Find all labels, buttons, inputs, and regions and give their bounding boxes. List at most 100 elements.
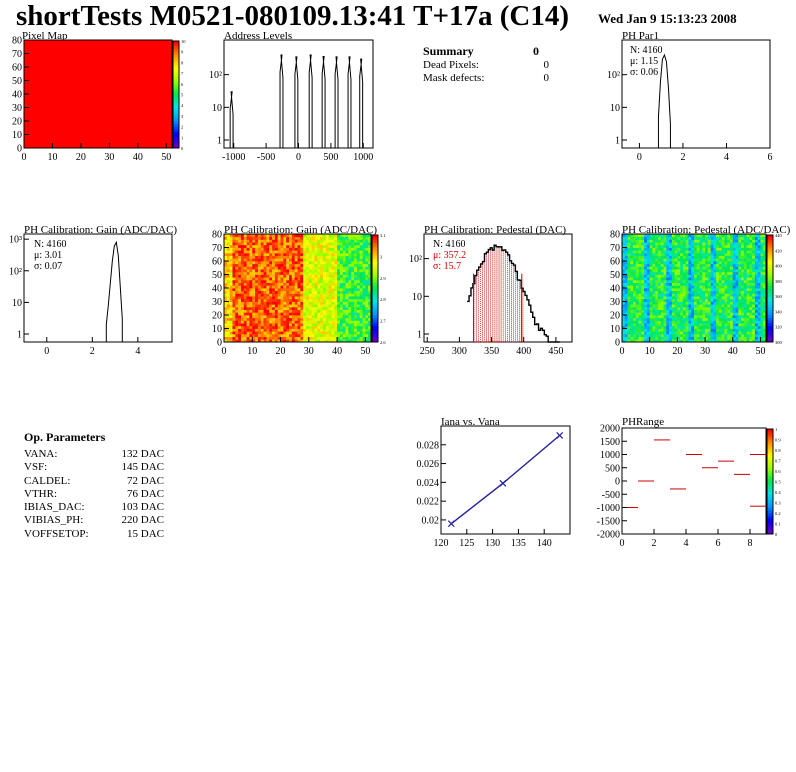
gain2d-cell xyxy=(272,271,276,275)
gain2d-cell xyxy=(334,255,338,259)
gain2d-cell xyxy=(257,312,262,316)
pedestal2d-cell xyxy=(741,290,745,294)
pedestal2d-cell xyxy=(743,320,748,324)
pedestal2d-cell xyxy=(730,239,734,243)
pedestal2d-cell xyxy=(741,244,745,248)
gain2d-cell xyxy=(269,279,273,283)
pedestal2d-cell xyxy=(669,315,673,319)
pedestal2d-cell xyxy=(669,312,673,316)
gain2d-cell xyxy=(303,263,307,267)
gain2d-cell xyxy=(232,304,236,308)
gain2d-cell xyxy=(311,306,315,310)
gain2d-cell xyxy=(348,323,352,327)
gain2d-cell xyxy=(263,317,267,321)
gain2d-cell xyxy=(274,263,279,267)
pedestal2d-cell xyxy=(696,242,700,246)
pedestal2d-cell xyxy=(671,317,676,321)
pedestal2d-colorbar-swatch xyxy=(767,237,773,241)
pedestal2d-cell xyxy=(633,288,637,292)
gain2d-cell xyxy=(308,331,313,335)
gain2d-cell xyxy=(255,258,259,262)
gain2d-cell xyxy=(224,336,228,340)
gain2d-cell xyxy=(351,298,355,302)
pedestal2d-cell xyxy=(746,315,750,319)
gain2d-cell xyxy=(305,271,310,275)
pedestal2d-cell xyxy=(707,328,712,332)
pedestal2d-cell xyxy=(716,293,720,297)
pedestal2d-cell xyxy=(646,234,651,238)
gain2d-cell xyxy=(235,244,239,248)
pedestal2d-cell xyxy=(694,252,698,256)
pedestal2d-cell xyxy=(705,288,709,292)
pedestal2d-cell xyxy=(630,290,634,294)
gain2d-cell xyxy=(359,339,363,343)
pedestal2d-cell xyxy=(630,285,634,289)
gain2d-cell xyxy=(277,323,281,327)
pedestal2d-cell xyxy=(702,234,706,238)
gain2d-cell xyxy=(246,234,250,238)
gain2d-cell xyxy=(300,301,304,305)
pedestal2d-cell xyxy=(669,250,673,254)
pedestal2d-cell xyxy=(685,247,689,251)
pedestal2d-cell xyxy=(724,247,728,251)
gain2d-cell xyxy=(235,296,239,300)
pedestal2d-cell xyxy=(646,301,651,305)
pedestal2d-cell xyxy=(732,309,736,313)
gain2d-cell xyxy=(297,315,301,319)
pedestal2d-cell xyxy=(680,306,684,310)
gain2d-cell xyxy=(342,239,346,243)
gain2d-cell xyxy=(314,244,318,248)
pedestal2d-cell xyxy=(694,285,698,289)
gain2d-cell xyxy=(238,306,242,310)
gain2d-cell xyxy=(226,282,231,286)
gain2d-cell xyxy=(240,296,245,300)
gain2d-cell xyxy=(232,234,236,238)
gain2d-cell xyxy=(325,323,329,327)
gain2d-cell xyxy=(260,288,264,292)
pedestal2d-cell xyxy=(677,274,681,278)
pedestal2d-cell xyxy=(710,290,714,294)
pedestal2d-cell xyxy=(763,325,767,329)
gain2d-cell xyxy=(348,261,352,265)
gain2d-cell xyxy=(368,293,372,297)
gain2d-cell xyxy=(365,293,369,297)
gain2d-cell xyxy=(308,242,313,246)
pedestal2d-cell xyxy=(749,261,753,265)
pedestal2d-cell xyxy=(630,328,634,332)
gain2d-cell xyxy=(345,282,349,286)
gain2d-cell xyxy=(334,320,338,324)
pedestal2d-colorbar-swatch xyxy=(767,312,773,316)
pedestal2d-cell xyxy=(638,306,642,310)
gain2d-cell xyxy=(286,252,290,256)
pedestal2d-cell xyxy=(757,328,761,332)
pedestal2d-cell xyxy=(738,298,742,302)
gain2d-cell xyxy=(342,247,346,251)
gain2d-cell xyxy=(277,293,281,297)
gain2d-cell xyxy=(359,333,363,337)
pedestal2d-cell xyxy=(694,250,698,254)
pedestal2d-cell xyxy=(760,298,764,302)
gain2d-cell xyxy=(291,306,296,310)
pedestal2d-cell xyxy=(691,325,695,329)
pedestal2d-cell xyxy=(724,271,728,275)
pedestal2d-cell xyxy=(671,290,676,294)
gain2d-cell xyxy=(320,296,324,300)
gain2d-cell xyxy=(286,247,290,251)
pedestal2d-cell xyxy=(674,285,678,289)
pixelmap-colorbar-swatch xyxy=(173,99,179,104)
gain2d-cell xyxy=(334,261,338,265)
gain2d-cell xyxy=(337,258,341,262)
pedestal2d-cell xyxy=(658,261,662,265)
gain2d-cell xyxy=(351,239,355,243)
pedestal2d-cell xyxy=(677,247,681,251)
pedestal2d-cell xyxy=(718,250,723,254)
pedestal2d-cell xyxy=(705,309,709,313)
gain2d-cell xyxy=(286,293,290,297)
gain2d-cell xyxy=(331,236,335,240)
gain2d-cell xyxy=(232,258,236,262)
pedestal2d-cell xyxy=(713,277,717,281)
gain2d-cell xyxy=(308,301,313,305)
pedestal2d-cell xyxy=(732,317,736,321)
pedestal2d-cell xyxy=(707,296,712,300)
pedestal2d-colorbar-swatch xyxy=(767,325,773,330)
